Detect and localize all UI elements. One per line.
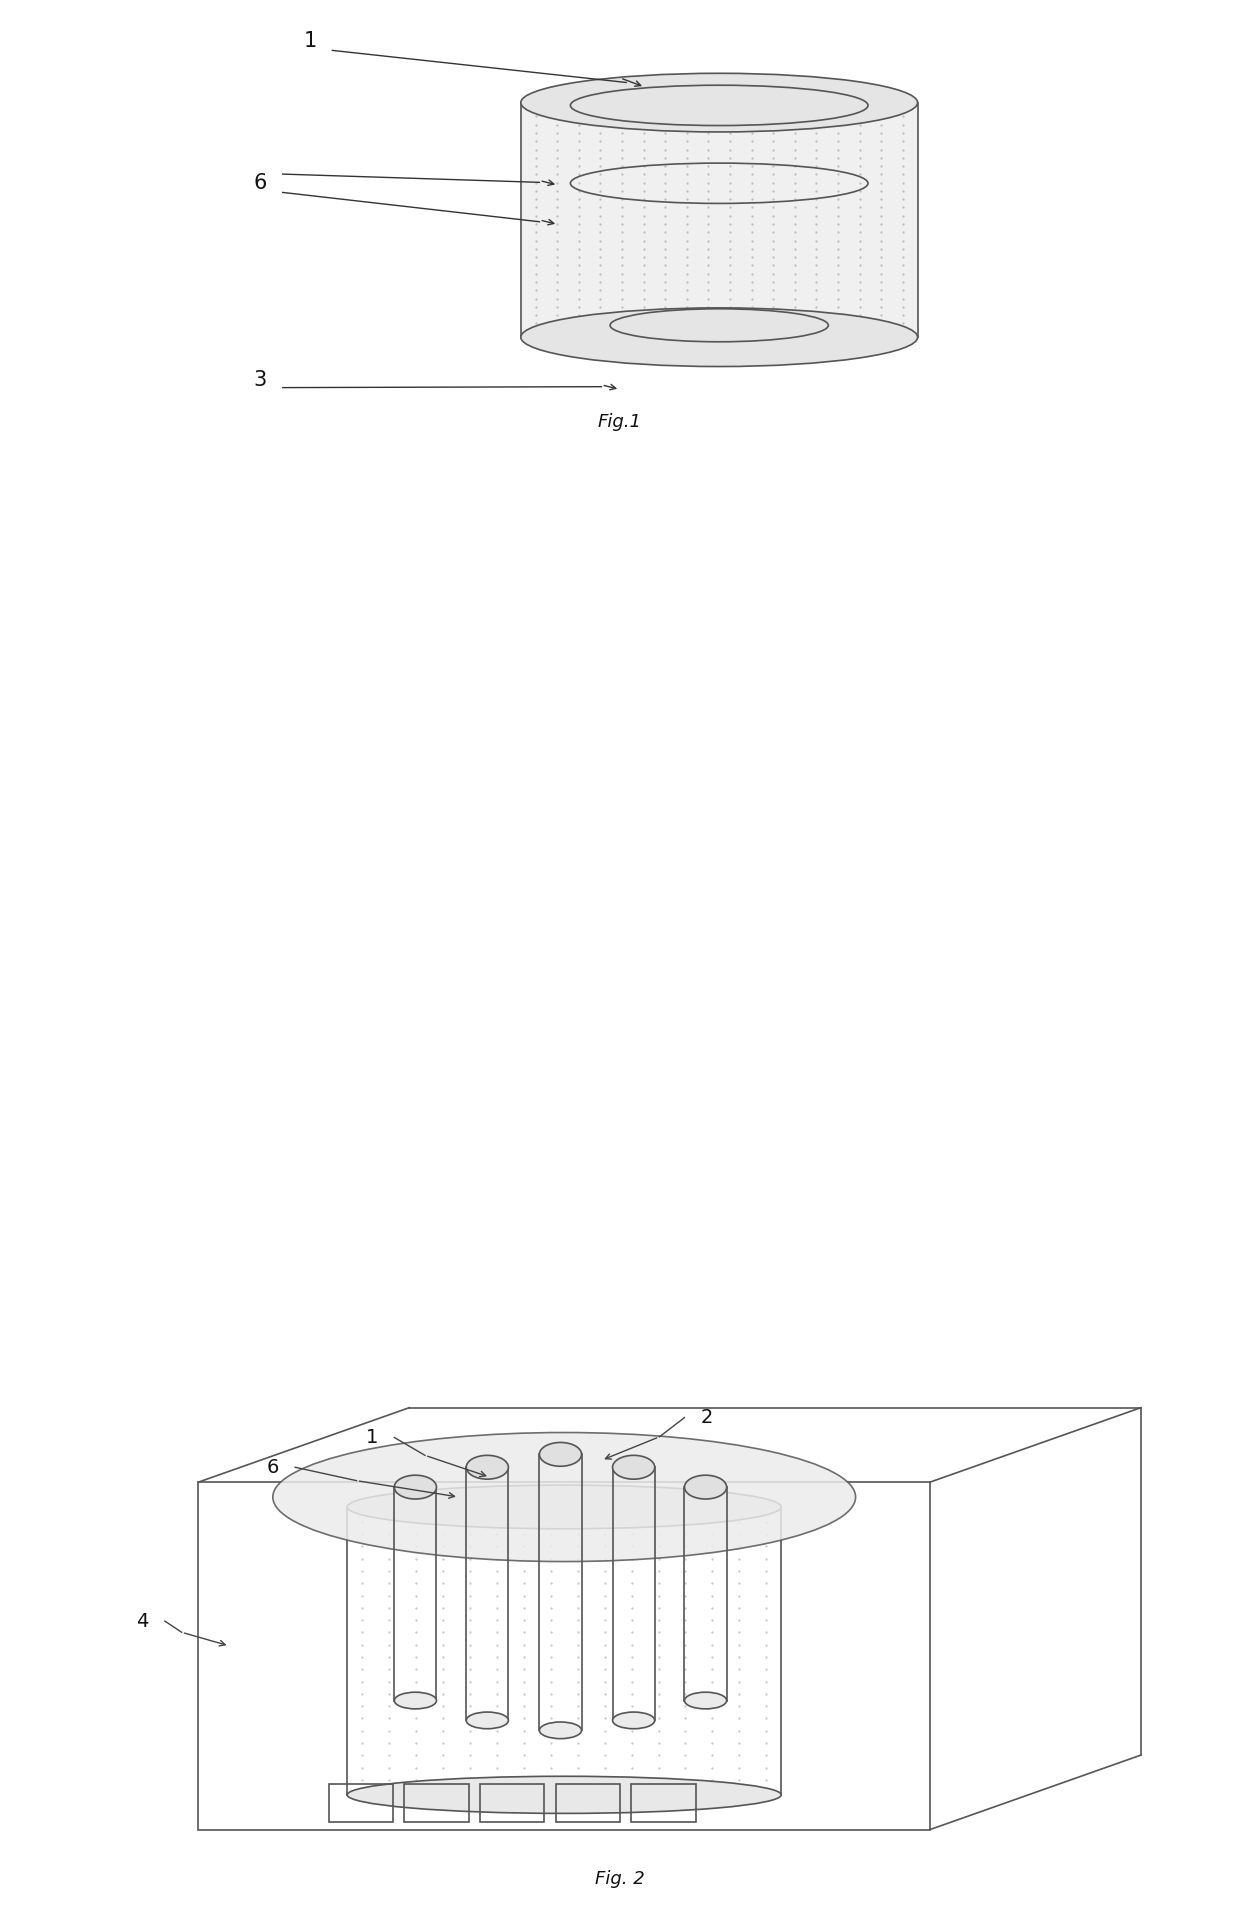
- Bar: [631, 1783, 696, 1821]
- Bar: [480, 1783, 544, 1821]
- Text: 6: 6: [254, 174, 267, 193]
- Ellipse shape: [347, 1775, 781, 1814]
- Ellipse shape: [521, 307, 918, 367]
- Ellipse shape: [394, 1691, 436, 1709]
- Ellipse shape: [684, 1476, 727, 1499]
- Text: 3: 3: [254, 370, 267, 389]
- Text: 6: 6: [267, 1458, 279, 1478]
- Bar: [404, 1783, 469, 1821]
- Text: Fig. 2: Fig. 2: [595, 1871, 645, 1888]
- Ellipse shape: [613, 1455, 655, 1479]
- Ellipse shape: [273, 1432, 856, 1562]
- Ellipse shape: [394, 1476, 436, 1499]
- Ellipse shape: [539, 1443, 582, 1466]
- Text: Fig.1: Fig.1: [598, 412, 642, 431]
- Bar: [521, 103, 918, 338]
- Ellipse shape: [466, 1455, 508, 1479]
- Ellipse shape: [613, 1712, 655, 1730]
- Bar: [556, 1783, 620, 1821]
- Text: 4: 4: [136, 1611, 149, 1630]
- Ellipse shape: [684, 1691, 727, 1709]
- Ellipse shape: [539, 1722, 582, 1739]
- Ellipse shape: [466, 1712, 508, 1730]
- Text: 2: 2: [701, 1409, 713, 1428]
- Text: 1: 1: [366, 1428, 378, 1447]
- Bar: [329, 1783, 393, 1821]
- Ellipse shape: [521, 73, 918, 132]
- Ellipse shape: [347, 1485, 781, 1529]
- Text: 1: 1: [304, 31, 316, 52]
